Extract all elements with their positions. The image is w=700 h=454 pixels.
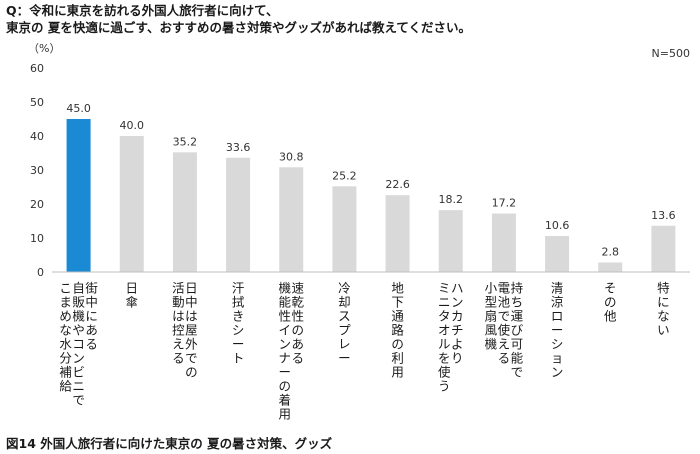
bar [119, 136, 144, 272]
value-label: 2.8 [602, 245, 620, 258]
category-label: 地下通路の利用 [391, 281, 404, 380]
category-label: 街中にある [85, 281, 98, 352]
category-label: 清涼ローション [551, 281, 564, 380]
y-tick-label: 50 [30, 96, 44, 109]
sample-size-label: N=500 [652, 47, 690, 60]
category-label: 日傘 [125, 281, 138, 310]
category-label: 小型扇風機 [485, 281, 498, 352]
bar [385, 195, 410, 272]
bar [651, 225, 676, 272]
y-axis-unit-label: （%） [28, 42, 60, 55]
question-line-1: Q：令和に東京を訪れる外国人旅行者に向けて、 [6, 3, 279, 18]
y-tick-label: 40 [30, 130, 44, 143]
category-label: 日中は屋外での [185, 281, 198, 380]
category-label: 特にない [657, 281, 670, 338]
question-line-2: 東京の 夏を快適に過ごす、おすすめの暑さ対策やグッズがあれば教えてください。 [6, 20, 471, 35]
category-label: ミニタオルを使う [438, 281, 451, 394]
bar [279, 167, 304, 272]
bar [438, 210, 463, 272]
value-label: 33.6 [226, 141, 251, 154]
y-tick-label: 60 [30, 62, 44, 75]
category-label: 機能性インナーの着用 [278, 281, 291, 422]
value-label: 25.2 [332, 169, 357, 182]
category-label: 汗拭きシート [232, 281, 245, 366]
category-label: 持ち運び可能で [511, 281, 524, 380]
bar [332, 186, 357, 272]
value-label: 13.6 [651, 209, 676, 222]
category-label: その他 [604, 281, 617, 324]
value-label: 30.8 [279, 150, 304, 163]
y-tick-label: 0 [37, 266, 44, 279]
category-label: ハンカチより [451, 281, 464, 366]
category-label: こまめな水分補給 [59, 281, 72, 394]
y-tick-label: 30 [30, 164, 44, 177]
y-axis-ticks: 0 10 20 30 40 50 60 [30, 62, 44, 279]
category-label: 冷却スプレー [338, 281, 351, 366]
bars [66, 119, 676, 272]
value-label: 22.6 [385, 178, 410, 191]
bar [491, 213, 516, 272]
bar [545, 235, 570, 272]
figure-caption: 図14 外国人旅行者に向けた東京の 夏の暑さ対策、グッズ [6, 436, 333, 451]
category-label: 自販機やコンビニで [72, 281, 85, 408]
value-label: 40.0 [120, 119, 145, 132]
category-label: 速乾性のある [291, 281, 304, 366]
value-label: 18.2 [439, 193, 464, 206]
value-label: 35.2 [173, 135, 198, 148]
bar [226, 157, 251, 272]
value-label: 17.2 [492, 197, 517, 210]
bar [598, 262, 623, 272]
bar [66, 119, 91, 272]
survey-question: Q：令和に東京を訪れる外国人旅行者に向けて、 東京の 夏を快適に過ごす、おすすめ… [6, 2, 696, 36]
value-label: 45.0 [66, 102, 91, 115]
category-label: 電池で使える [498, 281, 511, 366]
value-labels: 45.0 40.0 35.2 33.6 30.8 25.2 22.6 18.2 17.2 10.6… [66, 102, 675, 258]
category-label: 活動は控える [172, 281, 185, 366]
y-tick-label: 20 [30, 198, 44, 211]
value-label: 10.6 [545, 219, 570, 232]
y-tick-label: 10 [30, 232, 44, 245]
bar [172, 152, 197, 272]
